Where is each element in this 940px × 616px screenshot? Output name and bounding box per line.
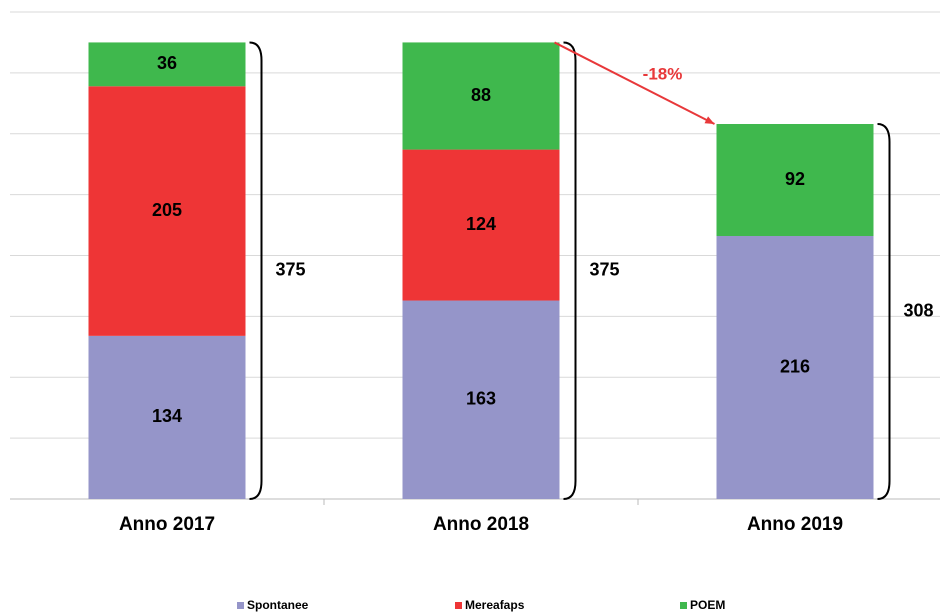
total-label: 308 (904, 300, 934, 320)
legend-swatch (455, 602, 462, 609)
x-tick-label: Anno 2017 (119, 514, 215, 535)
value-label: 163 (466, 389, 496, 409)
bar-segment (402, 42, 560, 150)
legend-label: POEM (690, 598, 725, 612)
x-tick-label: Anno 2019 (747, 514, 843, 535)
value-label: 92 (785, 169, 805, 189)
legend-swatch (237, 602, 244, 609)
bar-segment (402, 300, 560, 499)
annotation: -18% (643, 65, 683, 84)
legend-swatch (680, 602, 687, 609)
arrow-head (704, 116, 715, 125)
legend-label: Spontanee (247, 598, 309, 612)
x-tick-label: Anno 2018 (433, 514, 529, 535)
bar-segment (402, 149, 560, 301)
value-label: 124 (466, 214, 496, 234)
total-bracket (563, 41, 577, 500)
annotation-arrow (554, 41, 715, 125)
value-label: 205 (152, 200, 182, 220)
bar-segment (716, 236, 874, 499)
total-label: 375 (276, 259, 306, 279)
legend-label: Mereafaps (465, 598, 525, 612)
value-label: 36 (157, 53, 177, 73)
bar-segment (88, 86, 246, 336)
bar-segment (88, 335, 246, 499)
total-bracket (249, 41, 263, 500)
bar-segment (88, 42, 246, 87)
total-label: 375 (590, 259, 620, 279)
value-label: 134 (152, 406, 182, 426)
bar-segment (716, 124, 874, 237)
value-label: 216 (780, 356, 810, 376)
total-bracket (877, 123, 891, 500)
value-label: 88 (471, 85, 491, 105)
